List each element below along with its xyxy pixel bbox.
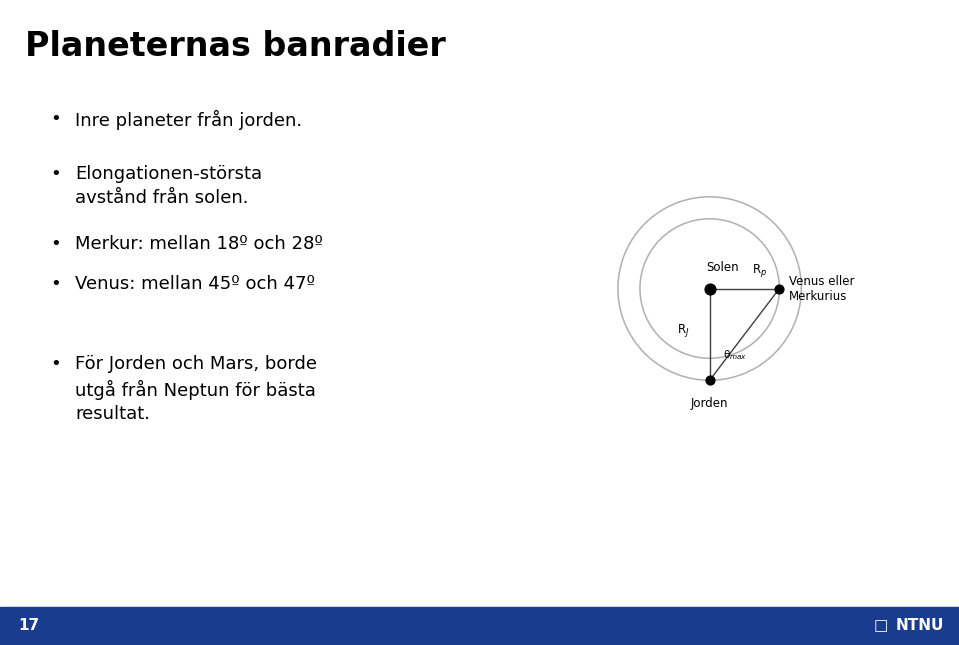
Text: Inre planeter från jorden.: Inre planeter från jorden. — [75, 110, 302, 130]
Text: Planeternas banradier: Planeternas banradier — [25, 30, 446, 63]
Text: Solen: Solen — [706, 261, 738, 274]
Text: 17: 17 — [18, 619, 39, 633]
Text: •: • — [50, 165, 60, 183]
Text: R$_p$: R$_p$ — [752, 263, 767, 279]
Text: Merkur: mellan 18º och 28º: Merkur: mellan 18º och 28º — [75, 235, 323, 253]
Text: Venus: mellan 45º och 47º: Venus: mellan 45º och 47º — [75, 275, 315, 293]
Text: NTNU: NTNU — [896, 619, 944, 633]
Text: •: • — [50, 275, 60, 293]
Point — [702, 283, 717, 293]
Bar — [0, 607, 959, 645]
Text: •: • — [50, 110, 60, 128]
Text: •: • — [50, 235, 60, 253]
Text: Jorden: Jorden — [690, 397, 729, 410]
Text: För Jorden och Mars, borde
utgå från Neptun för bästa
resultat.: För Jorden och Mars, borde utgå från Nep… — [75, 355, 317, 423]
Text: □: □ — [874, 619, 888, 633]
Text: θ$_{max}$: θ$_{max}$ — [722, 348, 747, 362]
Text: Venus eller
Merkurius: Venus eller Merkurius — [788, 275, 854, 303]
Point — [702, 375, 717, 386]
Text: Elongationen-största
avstånd från solen.: Elongationen-största avstånd från solen. — [75, 165, 262, 206]
Point — [772, 283, 787, 293]
Text: R$_J$: R$_J$ — [677, 322, 690, 339]
Text: •: • — [50, 355, 60, 373]
